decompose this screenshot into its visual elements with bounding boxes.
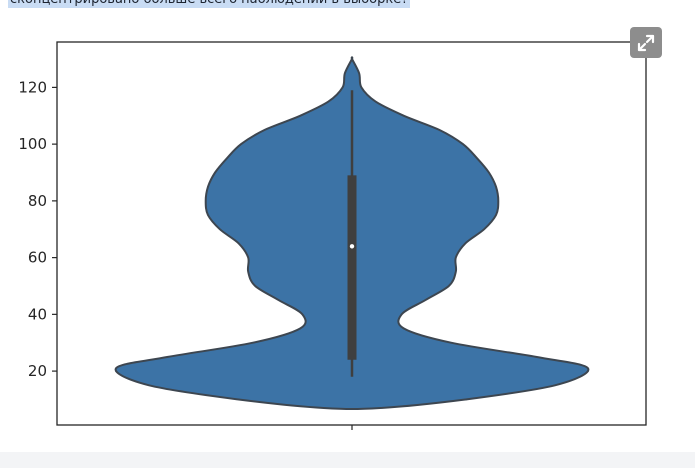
y-tick-label: 20 (28, 362, 47, 380)
bottom-strip (0, 452, 695, 468)
expand-arrows-icon (637, 34, 655, 51)
box-layer (347, 90, 357, 377)
y-tick-label: 40 (28, 305, 47, 323)
interquartile-box (347, 175, 357, 360)
median-marker (349, 244, 355, 249)
y-tick-label: 60 (28, 249, 47, 267)
y-tick-label: 80 (28, 192, 47, 210)
axes-layer: 20 40 60 80 100 120 (18, 41, 647, 430)
expand-button[interactable] (630, 27, 662, 58)
question-text: сконцентрировано больше всего наблюдений… (8, 0, 411, 8)
y-tick-label: 120 (18, 78, 47, 96)
y-tick-label: 100 (18, 135, 47, 153)
